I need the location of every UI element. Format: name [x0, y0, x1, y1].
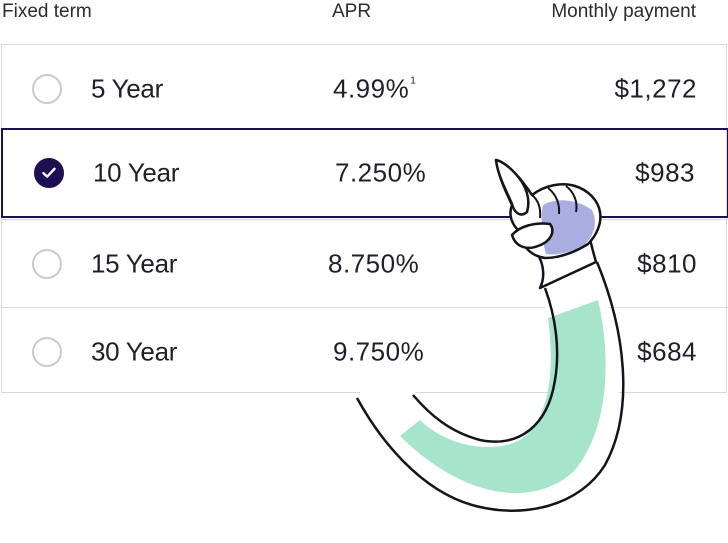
monthly-payment-value: $810 — [637, 248, 697, 278]
apr-value: 7.250% — [335, 157, 427, 188]
radio-button[interactable] — [32, 336, 62, 367]
apr-value: 8.750% — [328, 248, 420, 278]
table-header: Fixed term APR Monthly payment — [0, 0, 728, 30]
loan-option-5-year[interactable]: 5 Year 4.99%1 $1,272 — [2, 45, 728, 133]
check-icon — [42, 167, 56, 178]
term-label: 15 Year — [91, 248, 178, 278]
radio-button-selected[interactable] — [34, 158, 64, 188]
fixed-term-header: Fixed term — [2, 1, 92, 22]
monthly-payment-header: Monthly payment — [551, 1, 696, 22]
term-label: 30 Year — [91, 336, 178, 366]
radio-button[interactable] — [32, 248, 62, 279]
loan-option-10-year[interactable]: 10 Year 7.250% $983 — [1, 128, 728, 218]
loan-options-table: 5 Year 4.99%1 $1,272 10 Year 7.250% $983… — [1, 44, 728, 395]
monthly-payment-value: $684 — [637, 336, 697, 366]
radio-button[interactable] — [32, 74, 62, 104]
term-label: 5 Year — [91, 73, 163, 104]
loan-option-30-year[interactable]: 30 Year 9.750% $684 — [2, 307, 728, 395]
monthly-payment-value: $983 — [635, 157, 695, 188]
apr-value: 9.750% — [333, 336, 425, 366]
term-label: 10 Year — [93, 157, 180, 188]
monthly-payment-value: $1,272 — [614, 73, 697, 104]
apr-header: APR — [332, 1, 372, 22]
footnote-marker: 1 — [410, 75, 417, 87]
loan-option-15-year[interactable]: 15 Year 8.750% $810 — [2, 219, 728, 307]
apr-value: 4.99%1 — [333, 73, 417, 104]
